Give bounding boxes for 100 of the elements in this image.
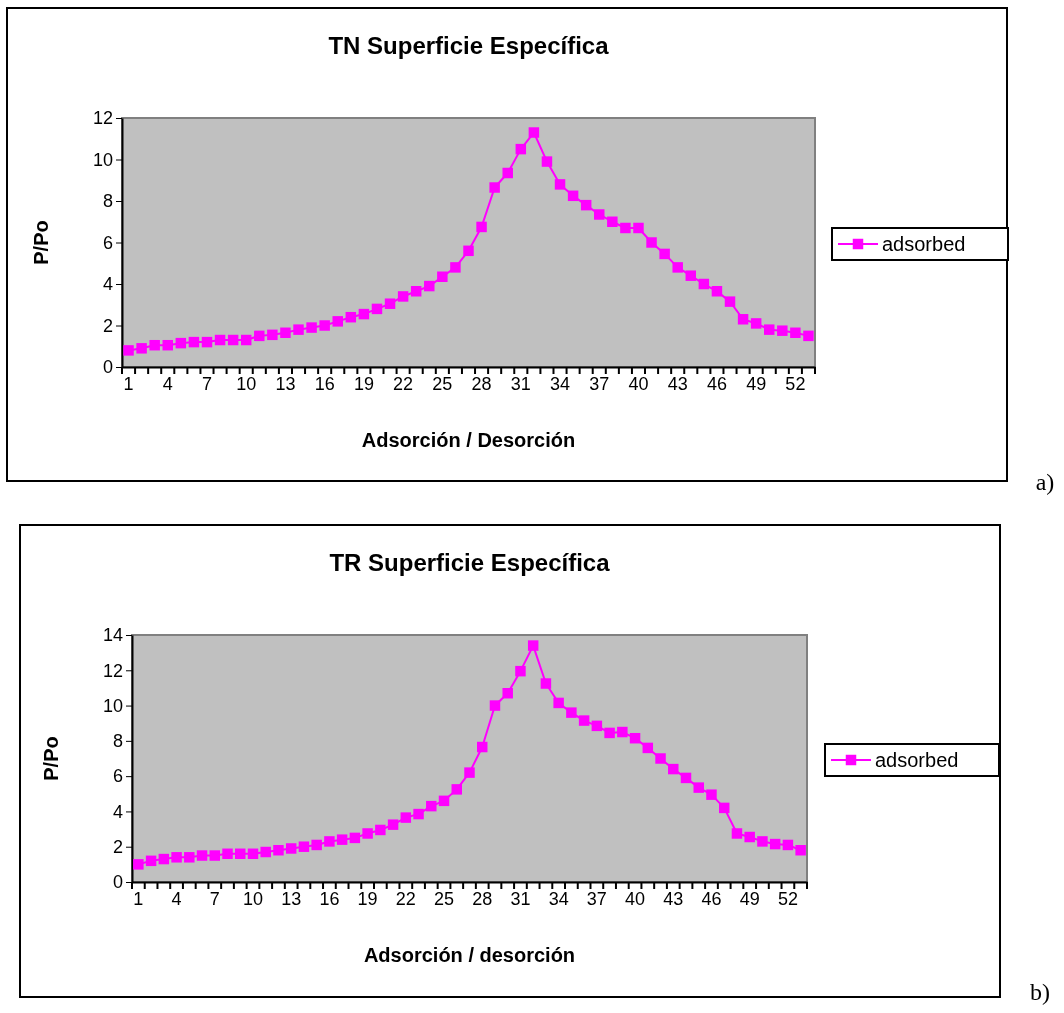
x-axis-title: Adsorción / Desorción	[361, 429, 576, 451]
point	[515, 665, 526, 677]
y-tick-label: 10	[92, 149, 113, 170]
point	[171, 852, 182, 863]
point	[464, 767, 475, 778]
x-tick-label: 34	[550, 373, 571, 394]
point	[424, 280, 435, 292]
x-tick-label: 52	[777, 888, 798, 909]
x-tick-label: 49	[739, 888, 760, 909]
point	[311, 839, 322, 851]
point	[336, 834, 348, 845]
point	[790, 327, 801, 339]
x-tick-label: 19	[357, 888, 378, 909]
chart-title: TR Superficie Específica	[329, 549, 611, 576]
text: a)	[1035, 469, 1055, 495]
point	[362, 828, 373, 839]
point	[247, 848, 259, 860]
point	[227, 334, 239, 346]
point	[724, 296, 736, 307]
point	[527, 640, 539, 651]
y-tick-label: 2	[112, 836, 123, 857]
x-tick-label: 1	[133, 888, 144, 909]
point	[541, 156, 553, 167]
y-tick-label: 4	[102, 274, 113, 295]
point	[201, 336, 213, 348]
x-tick-label: 52	[785, 373, 806, 394]
point	[450, 262, 461, 273]
point	[489, 182, 500, 193]
point	[214, 334, 226, 346]
point	[617, 726, 628, 738]
y-tick-label: 10	[102, 695, 123, 716]
point	[580, 199, 592, 211]
point	[685, 270, 697, 281]
x-tick-label: 16	[314, 373, 335, 394]
x-tick-label: 13	[281, 888, 302, 909]
point	[502, 167, 513, 179]
point	[629, 732, 641, 744]
y-tick-label: 6	[102, 232, 113, 253]
point	[298, 841, 310, 852]
point	[145, 855, 157, 867]
point	[426, 800, 437, 812]
x-tick-label: 1	[123, 373, 134, 394]
point	[196, 850, 208, 861]
point	[437, 271, 448, 282]
point	[566, 707, 577, 718]
point	[332, 316, 343, 327]
point	[744, 831, 755, 843]
point	[260, 846, 271, 858]
point	[285, 843, 297, 854]
text: b)	[1030, 979, 1050, 1005]
point	[750, 318, 762, 329]
point	[659, 248, 670, 260]
point	[763, 324, 775, 335]
point	[240, 334, 252, 346]
point	[668, 763, 679, 775]
point	[672, 262, 683, 273]
point	[175, 337, 187, 349]
point	[706, 789, 717, 800]
point	[769, 838, 781, 850]
point	[554, 179, 566, 190]
point	[803, 330, 814, 342]
point	[149, 339, 160, 351]
point	[188, 336, 200, 348]
x-tick-label: 46	[701, 888, 722, 909]
x-tick-label: 4	[162, 373, 173, 394]
x-tick-label: 28	[471, 373, 492, 394]
point	[795, 845, 806, 856]
point	[777, 325, 788, 336]
point	[528, 127, 540, 138]
point	[293, 324, 304, 335]
point	[607, 216, 618, 227]
point	[604, 727, 615, 739]
point	[680, 772, 692, 784]
point	[306, 322, 317, 333]
point	[358, 308, 370, 320]
x-tick-label: 4	[171, 888, 182, 909]
point	[267, 329, 278, 341]
point	[280, 327, 291, 339]
x-tick-label: 46	[706, 373, 727, 394]
point	[162, 339, 174, 351]
x-tick-label: 37	[589, 373, 610, 394]
point	[502, 687, 513, 699]
x-tick-label: 16	[319, 888, 340, 909]
point	[438, 795, 450, 807]
point	[136, 343, 147, 354]
point	[642, 742, 654, 754]
point	[646, 237, 657, 248]
x-tick-label: 40	[625, 888, 646, 909]
x-tick-label: 28	[472, 888, 493, 909]
x-tick-label: 43	[667, 373, 688, 394]
point	[515, 143, 527, 155]
x-tick-label: 10	[236, 373, 257, 394]
point	[711, 286, 723, 297]
point	[400, 812, 412, 823]
point	[273, 845, 284, 856]
point	[375, 824, 386, 836]
y-tick-label: 12	[102, 660, 123, 681]
point	[413, 808, 424, 820]
y-tick-label: 8	[112, 731, 123, 752]
point	[718, 802, 730, 814]
